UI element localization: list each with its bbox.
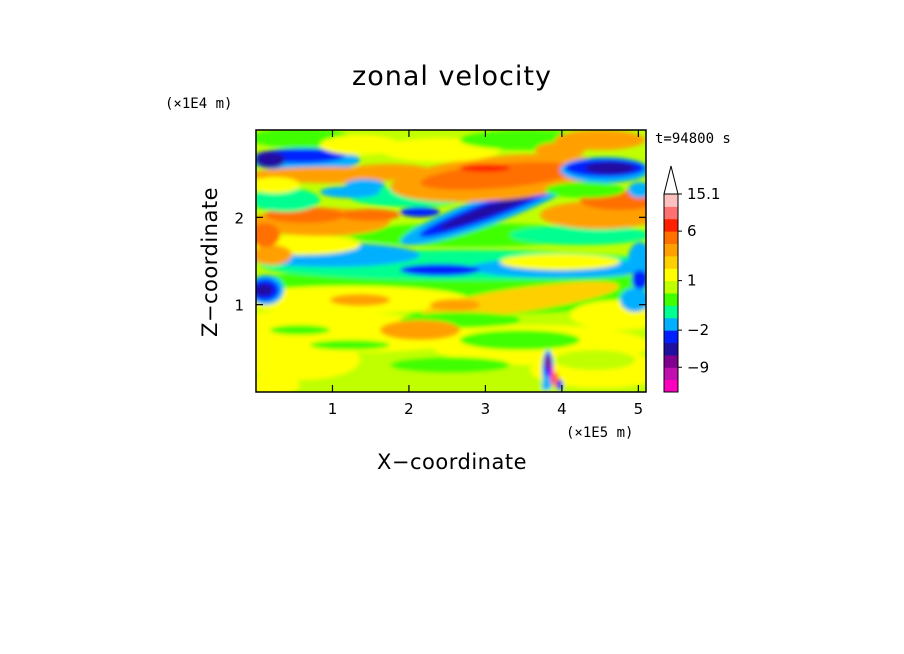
colorbar-label: −2 (687, 321, 709, 339)
plot-frame (255, 129, 647, 393)
field-region (460, 164, 510, 172)
field-region (256, 284, 273, 296)
field-region (500, 254, 620, 270)
field-region (390, 357, 510, 373)
field-region (555, 350, 635, 370)
field-region (620, 288, 646, 312)
field-region (256, 375, 300, 392)
y-units-label: (×1E4 m) (165, 96, 232, 112)
x-units-label: (×1E5 m) (566, 425, 633, 441)
field-region (340, 209, 400, 221)
colorbar-label: 15.1 (687, 185, 720, 203)
field-region (270, 325, 330, 335)
x-tick-label: 4 (557, 400, 567, 418)
velocity-field (256, 130, 646, 392)
colorbar-swatch (664, 354, 678, 368)
x-tick-label: 5 (634, 400, 644, 418)
field-region (310, 340, 390, 350)
colorbar-swatch (664, 243, 678, 257)
field-region (256, 188, 320, 212)
field-region (256, 177, 300, 193)
colorbar-swatch (664, 268, 678, 282)
x-tick-label: 1 (328, 400, 338, 418)
field-region (256, 223, 280, 247)
field-region (320, 135, 400, 155)
x-axis-label: X−coordinate (377, 450, 527, 474)
field-region (430, 299, 480, 311)
colorbar-swatch (664, 379, 678, 393)
colorbar: 15.1 6 1 −2 −9 (663, 165, 720, 393)
field-region (555, 130, 645, 150)
x-axis: 1 2 3 4 5 (328, 130, 643, 418)
colorbar-swatch (664, 293, 678, 306)
y-axis: 12 (234, 209, 646, 315)
field-region (350, 164, 430, 176)
field-region (256, 152, 285, 168)
colorbar-swatch (664, 342, 678, 356)
field-region (632, 270, 646, 290)
field-region (345, 179, 385, 191)
y-tick-label: 1 (234, 297, 244, 315)
colorbar-swatch (664, 255, 678, 269)
colorbar-extend-arrow (663, 165, 679, 195)
x-tick-label: 3 (481, 400, 491, 418)
field-region (545, 355, 551, 369)
colorbar-swatch (664, 206, 678, 220)
field-region (400, 264, 480, 276)
field-region (510, 225, 646, 245)
field-region (545, 182, 625, 198)
field-region (330, 294, 390, 306)
field-region (400, 207, 440, 217)
colorbar-swatch (664, 218, 678, 232)
field-region (380, 320, 460, 340)
colorbar-swatch (664, 280, 678, 294)
field-region (542, 379, 548, 391)
field-region (420, 162, 580, 190)
time-label: t=94800 s (655, 131, 731, 147)
colorbar-swatch (664, 367, 678, 381)
colorbar-swatch (664, 231, 678, 244)
colorbar-frame (663, 193, 679, 393)
colorbar-swatch (664, 305, 678, 319)
colorbar-swatch (664, 330, 678, 343)
field-region (256, 245, 292, 265)
x-tick-label: 2 (404, 400, 414, 418)
colorbar-label: 6 (687, 222, 697, 240)
field-region (438, 190, 542, 230)
colorbar-label: 1 (687, 272, 697, 290)
field-region (585, 162, 635, 174)
field-region (628, 182, 646, 198)
field-region (256, 340, 360, 380)
field-region (628, 242, 646, 278)
field-region (460, 330, 580, 350)
colorbar-swatch (664, 194, 678, 207)
y-axis-label: Z−coordinate (198, 187, 222, 337)
field-region (570, 300, 646, 330)
y-tick-label: 2 (234, 209, 244, 227)
colorbar-label: −9 (687, 358, 709, 376)
colorbar-swatch (664, 317, 678, 331)
chart-title: zonal velocity (352, 61, 552, 92)
